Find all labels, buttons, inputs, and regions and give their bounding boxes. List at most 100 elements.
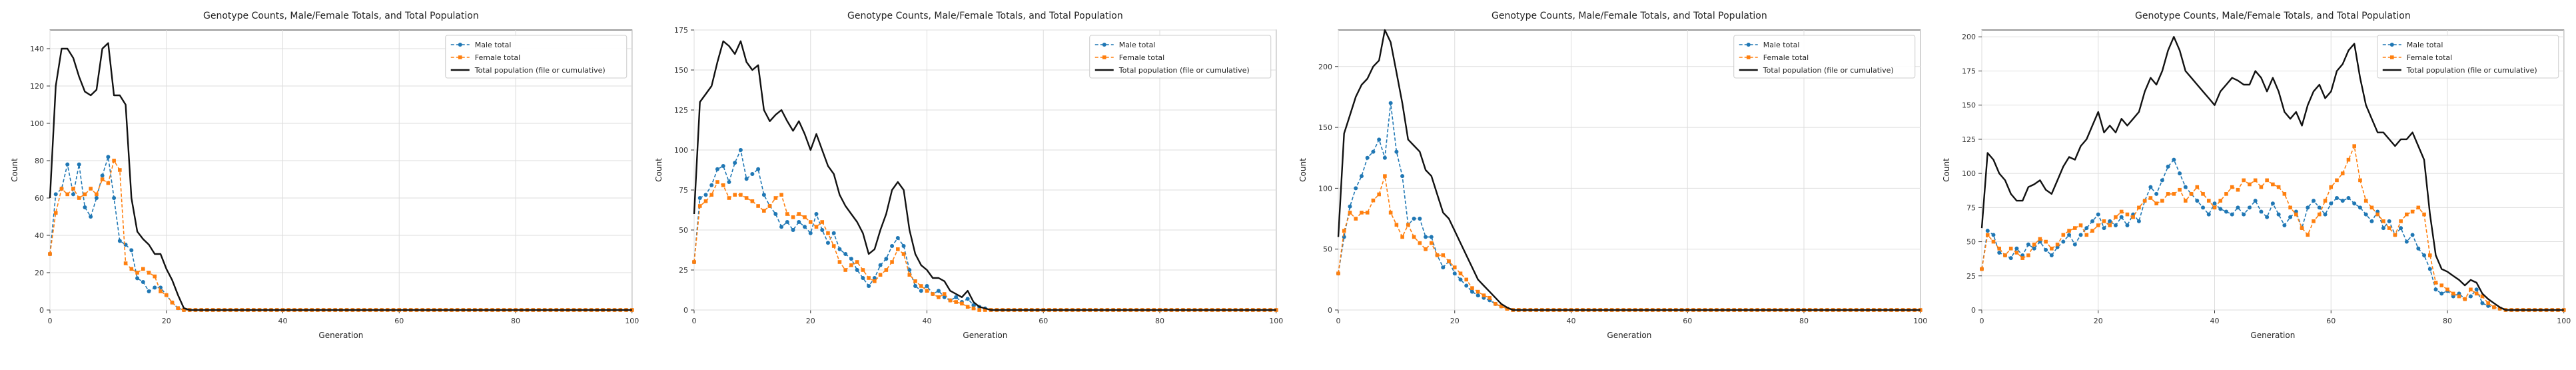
data-point [1482,293,1486,297]
data-point [2160,199,2164,203]
data-point [761,193,766,197]
data-point [733,193,737,197]
data-point [2120,209,2124,214]
series-line-3 [1981,36,2565,311]
y-tick-label: 25 [679,266,688,275]
y-tick-label: 100 [1318,184,1332,193]
data-point [965,305,970,309]
data-point [697,196,702,200]
data-point [2090,229,2095,233]
x-tick-label: 60 [1039,317,1048,325]
data-point [2195,199,2200,203]
x-tick-label: 20 [1450,317,1459,325]
data-point [825,231,830,235]
data-point [2172,192,2176,196]
chart-panel-4: 0 20 40 60 80 100 0 25 50 75 100 125 150 175 200 Genoty… [1942,11,2571,340]
x-tick-label: 60 [1683,317,1692,325]
series-line-2 [1981,145,2565,311]
x-tick-label: 80 [1155,317,1164,325]
y-tick-label: 120 [30,82,44,91]
data-point [1417,217,1422,221]
y-tick-label: 60 [35,194,44,203]
data-point [2405,212,2409,217]
x-tick-label: 80 [1799,317,1809,325]
data-point [756,204,760,208]
data-point [94,196,99,200]
data-point [2224,209,2229,214]
data-point [1388,211,1392,215]
legend-box [445,35,628,79]
data-point [112,159,116,163]
data-point [164,293,169,297]
series-line-3 [693,40,1276,311]
data-point [2119,215,2124,219]
legend-entry-label: Total population (file or cumulative) [1762,66,1893,75]
data-point [2207,199,2211,203]
y-tick-label: 50 [1966,238,1976,247]
data-point [872,276,877,280]
data-point [2387,219,2391,223]
legend-entry-label: Total population (file or cumulative) [1118,66,1250,75]
x-tick-label: 100 [625,317,639,325]
data-point [925,289,929,293]
data-point [2184,185,2188,189]
data-point [147,271,151,275]
data-point [2044,239,2048,244]
data-point [919,284,923,288]
data-point [2050,247,2054,251]
y-tick-label: 0 [683,306,688,315]
data-point [907,273,911,277]
data-point [1464,283,1468,288]
legend: Male total Female total Total population (… [1089,35,1271,79]
data-point [866,284,871,288]
data-point [2323,199,2328,203]
data-point [2463,297,2467,301]
y-tick-label: 80 [35,157,44,165]
legend: Male total Female total Total population (… [2377,35,2559,79]
y-axis-label: Count [1942,158,1951,182]
chart-panel-2: 0 20 40 60 80 100 0 25 50 75 100 125 150 175 Genotype … [654,11,1283,340]
x-tick-label: 40 [922,317,931,325]
data-point [2160,178,2165,183]
data-point [819,228,824,232]
y-tick-label: 0 [1328,306,1332,315]
y-tick-label: 125 [1962,135,1976,144]
data-point [965,297,970,301]
data-point [773,196,777,200]
data-point [2032,246,2036,251]
x-axis-label: Generation [2251,331,2296,340]
data-point [2224,192,2229,196]
data-point [2108,223,2112,227]
data-point [2166,164,2170,169]
data-point [1440,253,1445,257]
data-point [95,192,99,197]
legend-box [2377,35,2559,79]
x-tick-label: 40 [278,317,288,325]
data-point [147,289,151,293]
data-point [1359,174,1364,179]
data-point [750,199,754,203]
data-point [2312,199,2316,203]
data-point [1412,235,1416,239]
data-point [878,273,883,277]
data-point [2381,226,2386,231]
y-tick-label: 0 [39,306,44,315]
data-point [2137,205,2141,210]
x-tick-label: 100 [1913,317,1927,325]
data-point [1997,250,2002,255]
data-point [2265,215,2270,219]
data-point [2143,199,2147,203]
data-point [2405,239,2409,244]
legend-entry-label: Female total [1763,53,1808,62]
data-point [831,231,836,235]
y-tick-label: 100 [1962,169,1976,178]
data-point [703,199,708,203]
data-point [2078,233,2083,237]
data-point [814,212,819,216]
data-point [1406,223,1410,227]
data-point [1370,149,1375,154]
y-axis-label: Count [10,158,19,182]
data-point [738,148,743,152]
x-axis-label: Generation [963,331,1007,340]
data-point [77,162,81,167]
